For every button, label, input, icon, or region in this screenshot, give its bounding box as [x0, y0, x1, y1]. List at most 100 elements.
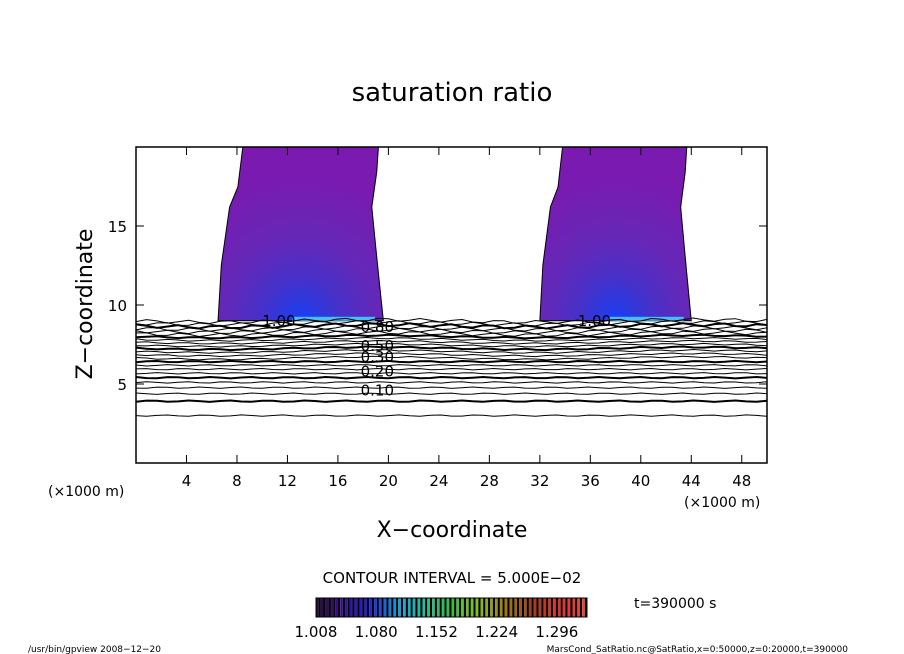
contour-line: [136, 392, 767, 395]
colorbar-tick-label: 1.296: [535, 623, 578, 641]
colorbar-stripe: [412, 598, 416, 617]
colorbar: [315, 597, 588, 618]
y-axis-label: Z−coordinate: [73, 229, 98, 380]
colorbar-gap: [492, 598, 496, 617]
colorbar-stripe: [543, 598, 547, 617]
colorbar-gap: [434, 598, 437, 617]
contour-line: [136, 317, 767, 325]
plume-region: [539, 147, 692, 322]
colorbar-gap: [400, 598, 404, 617]
colorbar-gap: [459, 598, 462, 617]
colorbar-gap: [483, 598, 486, 617]
colorbar-stripe: [316, 598, 319, 617]
colorbar-gap: [391, 598, 394, 617]
colorbar-stripe: [345, 598, 348, 617]
contour-line: [136, 327, 767, 335]
colorbar-stripe: [369, 598, 372, 617]
colorbar-gap: [541, 598, 544, 617]
plot-area: [136, 147, 767, 417]
colorbar-stripe: [553, 598, 556, 617]
colorbar-gap: [449, 598, 452, 617]
x-unit-left: (×1000 m): [48, 484, 124, 500]
colorbar-stripe: [470, 598, 474, 617]
colorbar-stripe: [538, 598, 542, 617]
colorbar-stripe: [407, 598, 411, 617]
colorbar-gap: [376, 598, 379, 617]
colorbar-stripe: [330, 598, 334, 617]
colorbar-gap: [425, 598, 428, 617]
x-unit-right: (×1000 m): [684, 495, 760, 511]
contour-line: [136, 342, 767, 348]
colorbar-gap: [521, 598, 525, 617]
x-axis-ticks: 4 8 12 16 20 24 28 32 36 40 44 48: [182, 147, 751, 490]
y-tick-label: 10: [108, 297, 127, 315]
plume-region: [217, 147, 384, 322]
colorbar-labels: 1.008 1.080 1.152 1.224 1.296: [295, 623, 579, 641]
contour-line: [136, 333, 767, 340]
colorbar-frame: [315, 597, 588, 618]
x-tick-label: 8: [232, 472, 242, 490]
contour-label: 0.10: [361, 381, 394, 399]
colorbar-gap: [497, 598, 500, 617]
colorbar-gap: [444, 598, 447, 617]
colorbar-stripe: [359, 598, 363, 617]
colorbar-stripe: [320, 598, 324, 617]
colorbar-tick-label: 1.152: [415, 623, 458, 641]
colorbar-stripe: [427, 598, 430, 617]
x-axis-label: X−coordinate: [377, 518, 528, 543]
colorbar-gap: [512, 598, 515, 617]
colorbar-stripe: [475, 598, 479, 617]
colorbar-stripe: [340, 598, 343, 617]
colorbar-gap: [381, 598, 384, 617]
contour-line: [136, 386, 767, 389]
colorbar-gap: [570, 598, 573, 617]
contour-labels: 0.100.200.300.500.80 1.00 1.00: [262, 312, 611, 400]
colorbar-gap: [352, 598, 355, 617]
x-tick-label: 32: [530, 472, 549, 490]
colorbar-stripe: [562, 598, 566, 617]
colorbar-stripe: [533, 598, 537, 617]
colorbar-gap: [347, 598, 350, 617]
colorbar-stripe: [490, 598, 493, 617]
contour-line: [136, 352, 767, 358]
colorbar-stripe: [456, 598, 460, 617]
colorbar-stripe: [335, 598, 339, 617]
colorbar-stripe: [504, 598, 508, 617]
colorbar-gap: [502, 598, 505, 617]
colorbar-gap: [338, 598, 341, 617]
y-axis-ticks: 5 10 15: [108, 218, 767, 394]
colorbar-tick-label: 1.008: [295, 623, 338, 641]
colorbar-gap: [342, 598, 346, 617]
colorbar-gap: [333, 598, 336, 617]
contour-label: 0.20: [361, 362, 394, 380]
contour-interval: CONTOUR INTERVAL = 5.000E−02: [323, 569, 582, 587]
colorbar-gap: [546, 598, 549, 617]
x-tick-label: 24: [429, 472, 448, 490]
colorbar-gap: [579, 598, 583, 617]
x-tick-label: 12: [278, 472, 297, 490]
colorbar-stripe: [451, 598, 455, 617]
colorbar-gap: [328, 598, 331, 617]
colorbar-gap: [429, 598, 433, 617]
colorbar-stripe: [388, 598, 392, 617]
plume-max-band: [607, 316, 684, 321]
contour-label: 0.30: [361, 348, 394, 366]
colorbar-stripe: [485, 598, 489, 617]
colorbar-stripe: [480, 598, 484, 617]
colorbar-stripe: [557, 598, 561, 617]
colorbar-gap: [536, 598, 539, 617]
colorbar-gap: [367, 598, 370, 617]
colorbar-stripe: [364, 598, 368, 617]
colorbar-stripe: [548, 598, 551, 617]
x-tick-label: 40: [631, 472, 650, 490]
x-tick-label: 28: [480, 472, 499, 490]
colorbar-gap: [517, 598, 520, 617]
contour-lines-layer: [136, 317, 767, 417]
colorbar-stripe: [383, 598, 387, 617]
contour-line: [136, 348, 767, 354]
time-label: t=390000 s: [634, 596, 716, 612]
colorbar-stripe: [577, 598, 580, 617]
colorbar-stripe: [514, 598, 518, 617]
colorbar-stripe: [446, 598, 450, 617]
